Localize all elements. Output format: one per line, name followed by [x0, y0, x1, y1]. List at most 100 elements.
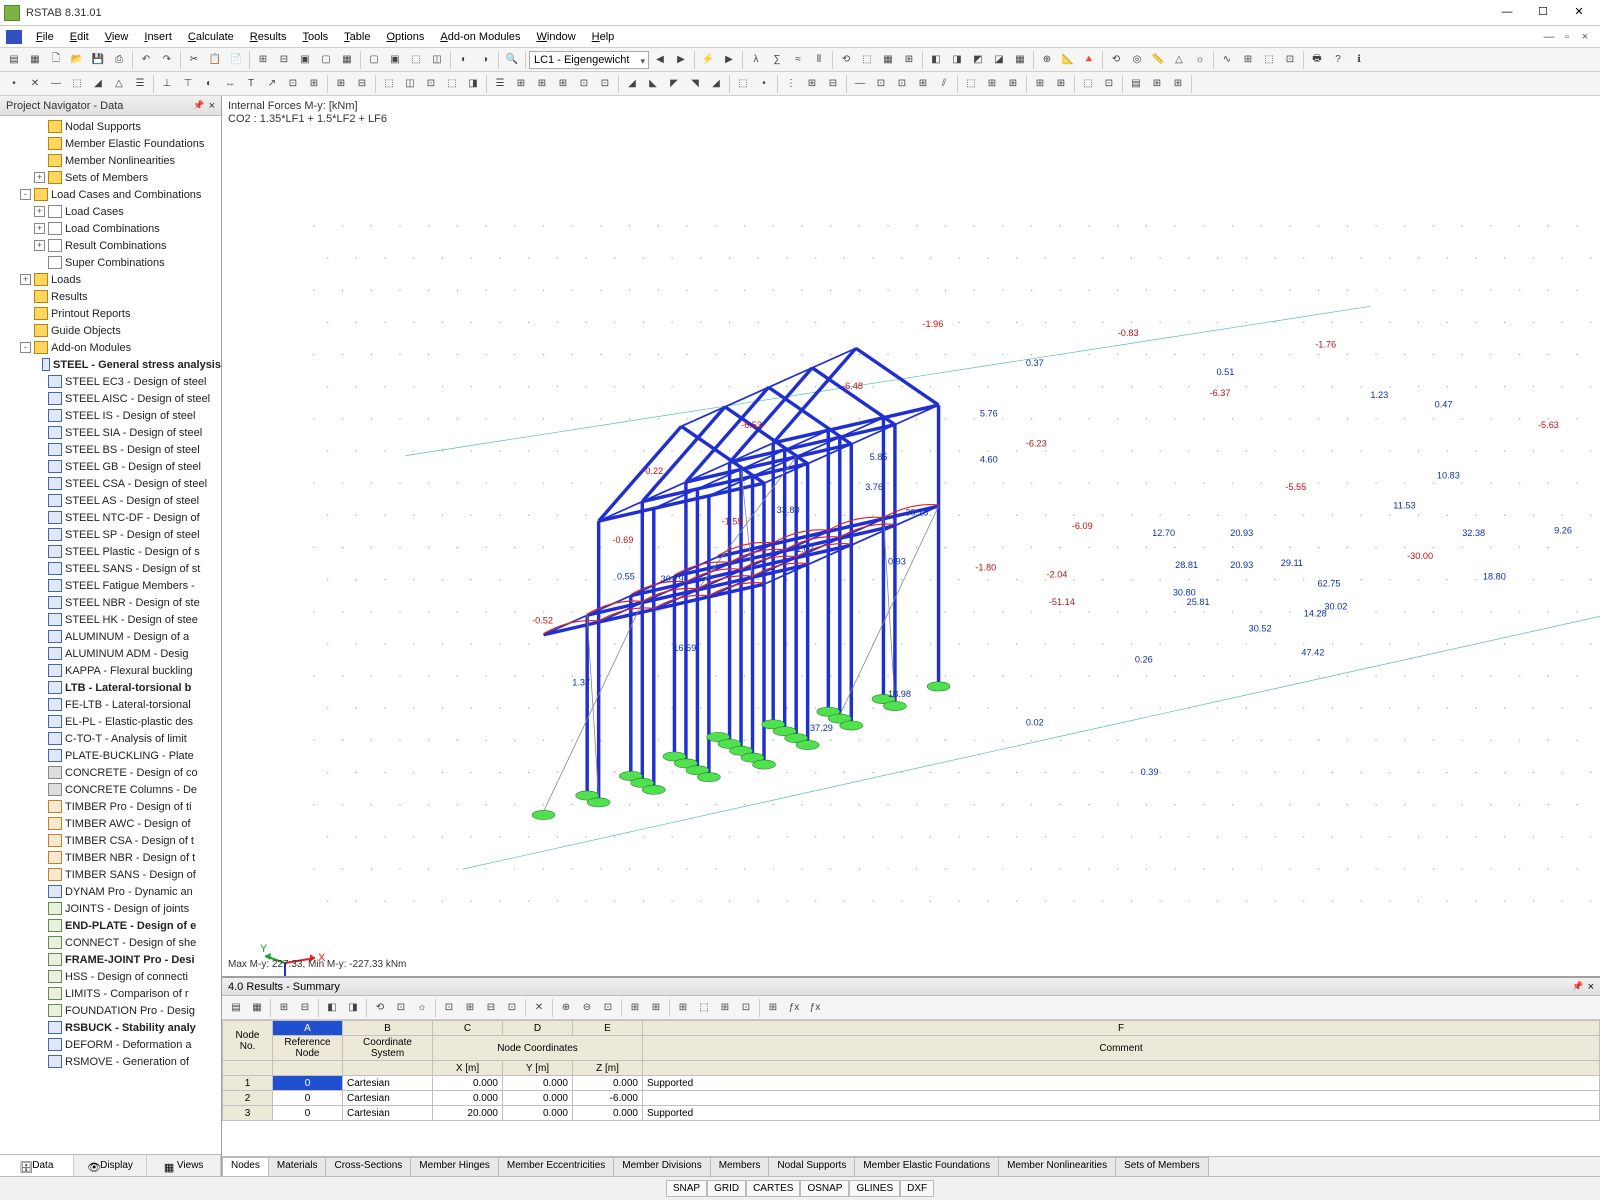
- menu-table[interactable]: Table: [336, 29, 378, 45]
- toolbar-button[interactable]: ▢: [364, 50, 384, 70]
- toolbar-button[interactable]: ⟲: [370, 998, 390, 1018]
- tree-node[interactable]: STEEL SANS - Design of st: [0, 560, 221, 577]
- toolbar-button[interactable]: ◐: [454, 50, 474, 70]
- tree-node[interactable]: STEEL Fatigue Members -: [0, 577, 221, 594]
- toolbar-button[interactable]: ◀: [650, 50, 670, 70]
- tree-node[interactable]: LTB - Lateral-torsional b: [0, 679, 221, 696]
- toolbar-button[interactable]: ⊖: [577, 998, 597, 1018]
- tree-node[interactable]: FE-LTB - Lateral-torsional: [0, 696, 221, 713]
- tree-node[interactable]: + Loads: [0, 271, 221, 288]
- results-tab[interactable]: Materials: [268, 1157, 327, 1176]
- toolbar-button[interactable]: ⬚: [442, 74, 462, 94]
- results-tab[interactable]: Member Eccentricities: [498, 1157, 614, 1176]
- toolbar-button[interactable]: ◑: [475, 50, 495, 70]
- status-glines[interactable]: GLINES: [849, 1180, 900, 1197]
- toolbar-button[interactable]: 💾: [88, 50, 108, 70]
- tree-node[interactable]: STEEL SP - Design of steel: [0, 526, 221, 543]
- tree-node[interactable]: HSS - Design of connecti: [0, 968, 221, 985]
- toolbar-button[interactable]: ⊡: [1099, 74, 1119, 94]
- toolbar-button[interactable]: ⊞: [511, 74, 531, 94]
- loadcase-combo[interactable]: LC1 - Eigengewicht: [529, 51, 649, 69]
- toolbar-button[interactable]: ⬚: [67, 74, 87, 94]
- toolbar-button[interactable]: △: [109, 74, 129, 94]
- tree-node[interactable]: STEEL AS - Design of steel: [0, 492, 221, 509]
- toolbar-button[interactable]: ⊞: [532, 74, 552, 94]
- toolbar-button[interactable]: ⬚: [694, 998, 714, 1018]
- tree-node[interactable]: LIMITS - Comparison of r: [0, 985, 221, 1002]
- tree-node[interactable]: RSBUCK - Stability analy: [0, 1019, 221, 1036]
- close-button[interactable]: ✕: [1562, 3, 1596, 23]
- toolbar-button[interactable]: ◪: [989, 50, 1009, 70]
- toolbar-button[interactable]: ⬚: [379, 74, 399, 94]
- menu-add-on-modules[interactable]: Add-on Modules: [432, 29, 528, 45]
- toolbar-button[interactable]: ƒx: [805, 998, 825, 1018]
- toolbar-button[interactable]: ƒx: [784, 998, 804, 1018]
- toolbar-button[interactable]: ∑: [767, 50, 787, 70]
- toolbar-button[interactable]: ☼: [1190, 50, 1210, 70]
- tree-node[interactable]: STEEL CSA - Design of steel: [0, 475, 221, 492]
- toolbar-button[interactable]: ⊡: [574, 74, 594, 94]
- toolbar-button[interactable]: ✕: [529, 998, 549, 1018]
- tree-node[interactable]: STEEL NTC-DF - Design of: [0, 509, 221, 526]
- toolbar-button[interactable]: ℹ: [1349, 50, 1369, 70]
- toolbar-button[interactable]: ⊞: [304, 74, 324, 94]
- toolbar-button[interactable]: ⊟: [823, 74, 843, 94]
- tree-node[interactable]: TIMBER Pro - Design of ti: [0, 798, 221, 815]
- toolbar-button[interactable]: ⊟: [352, 74, 372, 94]
- nav-tab-data[interactable]: 🗄Data: [0, 1155, 74, 1176]
- toolbar-button[interactable]: ⊞: [625, 998, 645, 1018]
- menu-tools[interactable]: Tools: [294, 29, 336, 45]
- toolbar-button[interactable]: ⊡: [598, 998, 618, 1018]
- tree-node[interactable]: + Load Cases: [0, 203, 221, 220]
- toolbar-button[interactable]: ⎙: [109, 50, 129, 70]
- toolbar-button[interactable]: 🔺: [1079, 50, 1099, 70]
- tree-node[interactable]: TIMBER NBR - Design of t: [0, 849, 221, 866]
- toolbar-button[interactable]: 🖶: [1307, 50, 1327, 70]
- toolbar-button[interactable]: ⊤: [178, 74, 198, 94]
- toolbar-button[interactable]: ◤: [664, 74, 684, 94]
- status-grid[interactable]: GRID: [707, 1180, 746, 1197]
- pin-icon[interactable]: 📌: [193, 100, 204, 111]
- tree-node[interactable]: - Load Cases and Combinations: [0, 186, 221, 203]
- tree-node[interactable]: STEEL NBR - Design of ste: [0, 594, 221, 611]
- results-tab[interactable]: Member Elastic Foundations: [854, 1157, 999, 1176]
- toolbar-button[interactable]: ⊡: [595, 74, 615, 94]
- status-osnap[interactable]: OSNAP: [800, 1180, 849, 1197]
- toolbar-button[interactable]: ⊡: [736, 998, 756, 1018]
- status-snap[interactable]: SNAP: [666, 1180, 707, 1197]
- results-tab[interactable]: Member Hinges: [410, 1157, 499, 1176]
- toolbar-button[interactable]: ☰: [490, 74, 510, 94]
- toolbar-button[interactable]: ⊡: [1280, 50, 1300, 70]
- toolbar-button[interactable]: ⊞: [1003, 74, 1023, 94]
- toolbar-button[interactable]: 🔍: [502, 50, 522, 70]
- toolbar-button[interactable]: ◧: [926, 50, 946, 70]
- tree-node[interactable]: DEFORM - Deformation a: [0, 1036, 221, 1053]
- tree-node[interactable]: STEEL BS - Design of steel: [0, 441, 221, 458]
- toolbar-button[interactable]: ⟲: [1106, 50, 1126, 70]
- close-panel-icon[interactable]: ×: [209, 100, 215, 112]
- toolbar-button[interactable]: ◫: [400, 74, 420, 94]
- tree-node[interactable]: CONNECT - Design of she: [0, 934, 221, 951]
- toolbar-button[interactable]: ▤: [4, 50, 24, 70]
- tree-node[interactable]: C-TO-T - Analysis of limit: [0, 730, 221, 747]
- toolbar-button[interactable]: 📏: [1148, 50, 1168, 70]
- toolbar-button[interactable]: ?: [1328, 50, 1348, 70]
- tree-node[interactable]: PLATE-BUCKLING - Plate: [0, 747, 221, 764]
- toolbar-button[interactable]: —: [850, 74, 870, 94]
- toolbar-button[interactable]: ≈: [788, 50, 808, 70]
- toolbar-button[interactable]: ▤: [1126, 74, 1146, 94]
- navigator-tree[interactable]: Nodal Supports Member Elastic Foundation…: [0, 116, 221, 1154]
- maximize-button[interactable]: ☐: [1526, 3, 1560, 23]
- toolbar-button[interactable]: ▣: [385, 50, 405, 70]
- toolbar-button[interactable]: ◨: [343, 998, 363, 1018]
- menu-help[interactable]: Help: [584, 29, 623, 45]
- toolbar-button[interactable]: ◨: [463, 74, 483, 94]
- tree-node[interactable]: STEEL Plastic - Design of s: [0, 543, 221, 560]
- tree-node[interactable]: Member Nonlinearities: [0, 152, 221, 169]
- toolbar-button[interactable]: ⊞: [715, 998, 735, 1018]
- toolbar-button[interactable]: ◢: [88, 74, 108, 94]
- tree-node[interactable]: TIMBER AWC - Design of: [0, 815, 221, 832]
- status-cartes[interactable]: CARTES: [746, 1180, 800, 1197]
- results-tab[interactable]: Member Divisions: [613, 1157, 710, 1176]
- toolbar-button[interactable]: ⬚: [961, 74, 981, 94]
